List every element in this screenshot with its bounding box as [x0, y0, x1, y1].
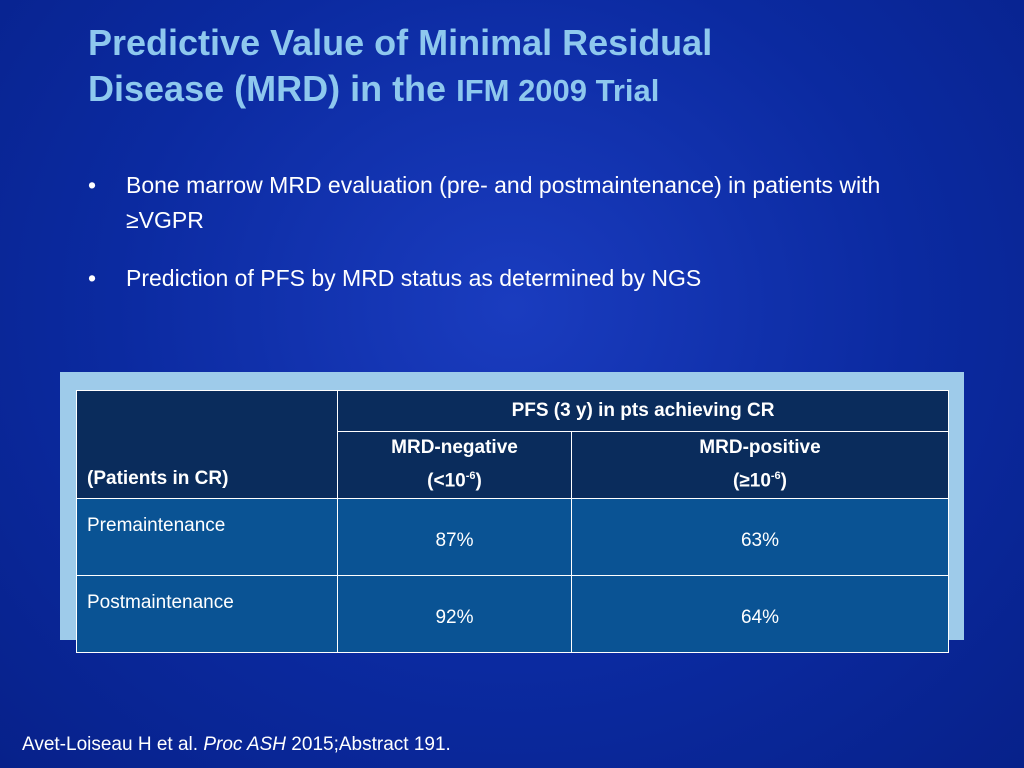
cell-mrd-positive: 63%	[570, 498, 950, 576]
bullet-marker: •	[88, 265, 97, 291]
corner-label: (Patients in CR)	[76, 390, 338, 499]
bullet-text: Prediction of PFS by MRD status as deter…	[126, 265, 702, 291]
citation: Avet-Loiseau H et al. Proc ASH 2015;Abst…	[22, 734, 451, 756]
bullet-text: Bone marrow MRD evaluation (pre- and pos…	[126, 172, 881, 233]
col-header-mrd-positive: MRD-positive (≥10-6)	[570, 431, 950, 499]
table-row: Postmaintenance 92% 64%	[76, 575, 950, 653]
bullet-item: • Bone marrow MRD evaluation (pre- and p…	[88, 168, 948, 238]
mrd-pfs-table: (Patients in CR) PFS (3 y) in pts achiev…	[76, 390, 950, 653]
bullet-list: • Bone marrow MRD evaluation (pre- and p…	[88, 168, 948, 319]
cell-mrd-negative: 92%	[337, 575, 572, 653]
col-header-threshold: (<10-6)	[427, 470, 482, 492]
col-header-threshold: (≥10-6)	[733, 470, 787, 492]
col-header-label: MRD-negative	[391, 437, 518, 459]
row-label: Premaintenance	[76, 498, 338, 576]
citation-details: 2015;Abstract 191.	[286, 734, 451, 755]
citation-journal: Proc ASH	[203, 734, 287, 755]
table-row: Premaintenance 87% 63%	[76, 498, 950, 576]
title-trial-name: IFM 2009 Trial	[456, 73, 660, 108]
table-subheader-row: MRD-negative (<10-6) MRD-positive (≥10-6…	[77, 431, 950, 499]
col-header-mrd-negative: MRD-negative (<10-6)	[337, 431, 572, 499]
group-header: PFS (3 y) in pts achieving CR	[336, 390, 950, 432]
row-label: Postmaintenance	[76, 575, 338, 653]
table-frame: (Patients in CR) PFS (3 y) in pts achiev…	[60, 372, 964, 653]
col-header-label: MRD-positive	[699, 437, 821, 459]
table-header-row: (Patients in CR) PFS (3 y) in pts achiev…	[76, 390, 950, 499]
title-line-1: Predictive Value of Minimal Residual	[88, 22, 713, 63]
bullet-item: • Prediction of PFS by MRD status as det…	[88, 261, 948, 296]
title-line-2: Disease (MRD) in the	[88, 68, 457, 109]
bullet-marker: •	[88, 172, 97, 198]
cell-mrd-negative: 87%	[337, 498, 572, 576]
cell-mrd-positive: 64%	[570, 575, 950, 653]
slide-title: Predictive Value of Minimal Residual Dis…	[88, 20, 968, 114]
citation-authors: Avet-Loiseau H et al.	[22, 734, 204, 755]
